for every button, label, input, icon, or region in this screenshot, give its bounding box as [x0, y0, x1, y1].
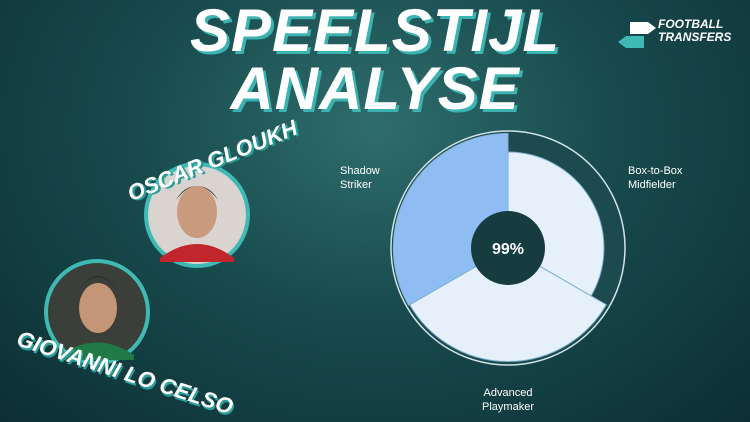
- category-label: Shadow Striker: [340, 165, 380, 191]
- chart-title: SPEELSTIJL ANALYSE: [189, 0, 561, 122]
- player-photo: [144, 162, 250, 268]
- logo-icon: [618, 22, 656, 48]
- logo-text: TRANSFERS: [658, 30, 732, 44]
- player-photo: [44, 259, 150, 365]
- logo: FOOTBALL TRANSFERS: [658, 18, 731, 44]
- category-label: Box-to-Box Midfielder: [628, 165, 683, 191]
- logo-text: FOOTBALL: [658, 17, 724, 31]
- sector: [409, 247, 607, 362]
- center-label: 99%: [492, 241, 524, 258]
- category-label: Advanced Playmaker: [482, 387, 534, 413]
- center-disc: [471, 211, 545, 285]
